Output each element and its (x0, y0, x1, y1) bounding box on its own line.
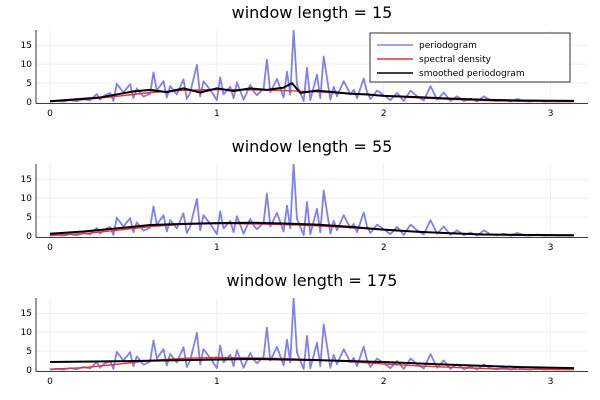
y-tick-label: 15 (21, 41, 32, 51)
panel-3-plot-area (49, 298, 575, 371)
legend-label-periodogram: periodogram (419, 41, 477, 51)
x-tick-label: 1 (214, 377, 220, 387)
panel-2-ticks: 0 1 2 3 0 5 10 15 (21, 175, 554, 253)
y-tick-label: 10 (21, 60, 33, 70)
y-tick-label: 10 (21, 194, 33, 204)
y-tick-label: 0 (26, 232, 32, 242)
x-tick-label: 2 (381, 377, 387, 387)
panel-1-plot-area (49, 30, 575, 103)
y-tick-label: 0 (26, 98, 32, 108)
y-tick-label: 5 (26, 347, 32, 357)
panel-1-ticks: 0 1 2 3 0 5 10 15 (21, 41, 554, 119)
smoothed-periodogram-line (49, 221, 575, 237)
legend: periodogram spectral density smoothed pe… (369, 32, 571, 83)
periodogram-line (49, 164, 571, 237)
panel-3: window length = 175 0 1 2 3 0 5 10 15 (21, 271, 588, 387)
y-tick-label: 15 (21, 175, 32, 185)
panel-2-title: window length = 55 (232, 137, 393, 156)
x-tick-label: 3 (548, 243, 554, 253)
smoothed-periodogram-line (49, 82, 575, 103)
x-tick-label: 1 (214, 109, 220, 119)
smoothed-periodogram-line (49, 358, 575, 370)
periodogram-line (49, 30, 571, 103)
y-tick-label: 10 (21, 328, 33, 338)
x-tick-label: 0 (47, 243, 53, 253)
x-tick-label: 2 (381, 109, 387, 119)
x-tick-label: 0 (47, 109, 53, 119)
panel-2-plot-area (49, 164, 575, 237)
x-tick-label: 3 (548, 109, 554, 119)
y-tick-label: 0 (26, 366, 32, 376)
y-tick-label: 5 (26, 79, 32, 89)
x-tick-label: 2 (381, 243, 387, 253)
panel-2-grid (36, 164, 588, 238)
legend-label-spectral-density: spectral density (419, 55, 492, 65)
y-tick-label: 5 (26, 213, 32, 223)
panel-1-title: window length = 15 (232, 3, 393, 22)
periodogram-line (49, 298, 571, 371)
panel-3-title: window length = 175 (227, 271, 398, 290)
legend-label-smoothed-periodogram: smoothed periodogram (419, 69, 525, 79)
x-tick-label: 0 (47, 377, 53, 387)
x-tick-label: 1 (214, 243, 220, 253)
legend-box (369, 32, 571, 83)
x-tick-label: 3 (548, 377, 554, 387)
panel-2: window length = 55 0 1 2 3 0 5 10 15 (21, 137, 588, 253)
panel-1: window length = 15 0 1 2 3 0 5 10 15 periodogra… (21, 3, 588, 119)
y-tick-label: 15 (21, 309, 32, 319)
panel-3-ticks: 0 1 2 3 0 5 10 15 (21, 309, 554, 387)
